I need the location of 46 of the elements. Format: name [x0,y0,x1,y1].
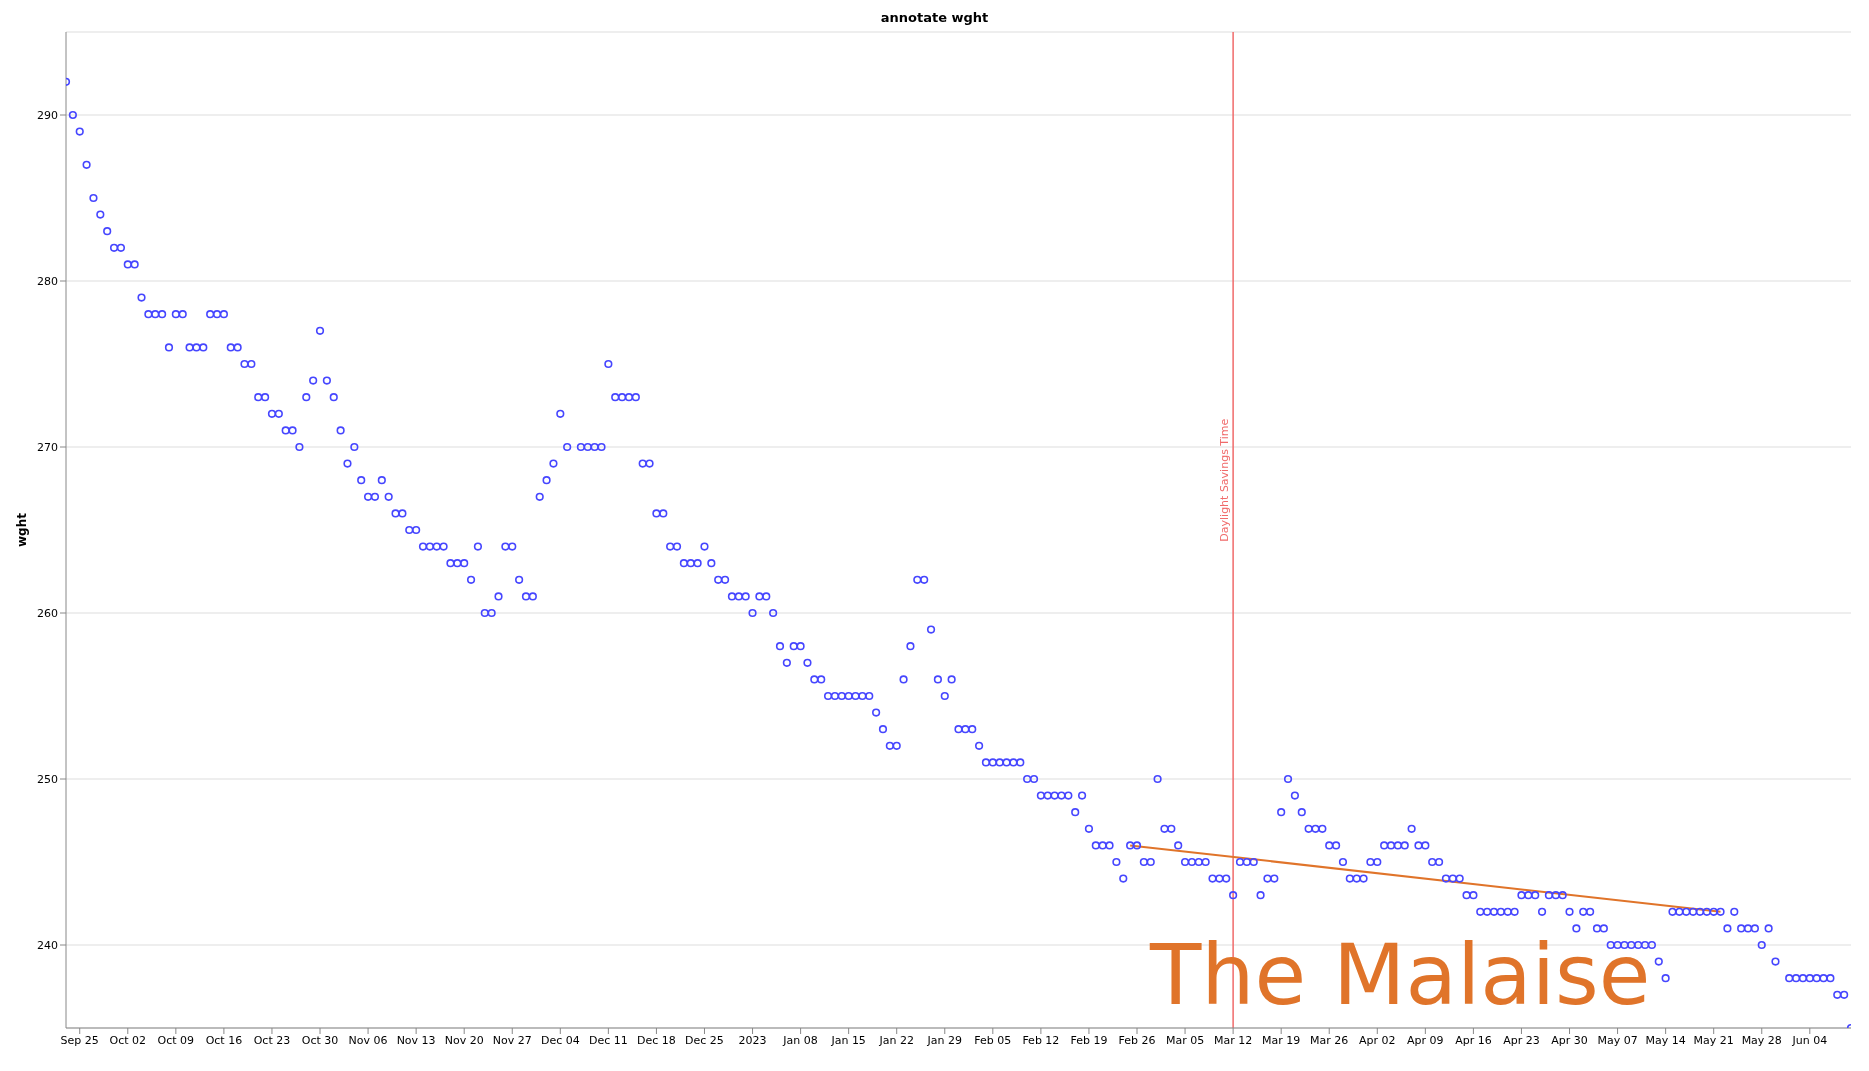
y-axis-title: wght [15,512,30,547]
y-tick-label: 290 [37,108,58,122]
x-tick-label: Nov 20 [444,1033,484,1047]
x-tick-label: Oct 30 [301,1033,339,1047]
x-tick-label: May 07 [1597,1033,1638,1047]
x-tick-label: Mar 19 [1262,1033,1301,1047]
x-tick-label: Dec 11 [588,1033,628,1047]
x-tick-label: Dec 25 [685,1033,724,1047]
x-tick-label: Apr 16 [1455,1033,1492,1047]
x-tick-label: Nov 13 [396,1033,436,1047]
x-tick-label: Mar 05 [1165,1033,1205,1047]
x-tick-label: Nov 06 [348,1033,388,1047]
x-tick-label: Feb 12 [1022,1033,1060,1047]
y-tick-label: 240 [37,938,58,952]
x-tick-label: Jun 04 [1791,1033,1828,1047]
y-tick-label: 260 [37,606,58,620]
x-tick-label: Oct 23 [253,1033,291,1047]
x-tick-label: Feb 26 [1118,1033,1156,1047]
x-tick-label: Feb 05 [974,1033,1012,1047]
x-tick-label: Jan 22 [878,1033,914,1047]
y-tick-label: 270 [37,440,58,454]
x-tick-label: May 14 [1645,1033,1686,1047]
x-tick-label: Oct 09 [157,1033,195,1047]
x-tick-label: 2023 [738,1033,767,1047]
x-tick-label: Apr 23 [1503,1033,1540,1047]
x-tick-label: Jan 08 [782,1033,818,1047]
y-tick-label: 280 [37,274,58,288]
x-tick-label: Apr 30 [1551,1033,1588,1047]
x-tick-label: Jan 15 [830,1033,866,1047]
x-tick-label: Jan 29 [926,1033,962,1047]
x-tick-label: Oct 16 [205,1033,243,1047]
y-tick-label: 250 [37,772,58,786]
x-tick-label: Sep 25 [60,1033,99,1047]
x-tick-label: May 28 [1741,1033,1782,1047]
x-tick-label: May 21 [1693,1033,1734,1047]
x-tick-label: Apr 09 [1407,1033,1444,1047]
ref-line-label: Daylight Savings Time [1218,418,1232,542]
x-tick-label: Oct 02 [109,1033,147,1047]
x-tick-label: Apr 02 [1359,1033,1396,1047]
x-tick-label: Nov 27 [492,1033,532,1047]
x-tick-label: Mar 26 [1310,1033,1349,1047]
x-tick-label: Mar 12 [1213,1033,1253,1047]
x-tick-label: Feb 19 [1070,1033,1108,1047]
x-tick-label: Dec 04 [540,1033,580,1047]
chart-title: annotate wght [879,9,990,27]
x-tick-label: Dec 18 [637,1033,676,1047]
